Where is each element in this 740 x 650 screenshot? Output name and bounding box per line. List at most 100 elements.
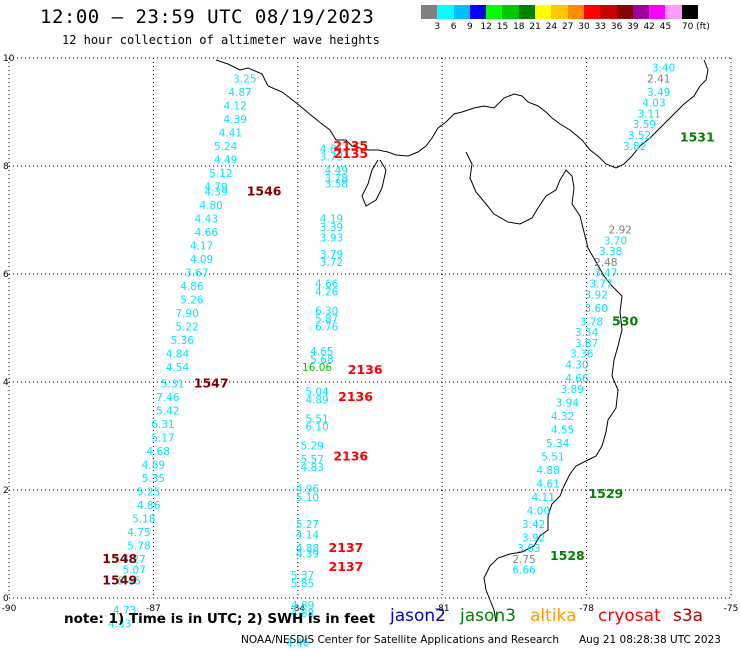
wave-height-value: 6.30 (315, 306, 338, 318)
gulf-of-darien (361, 159, 387, 207)
wave-height-value: 5.51 (541, 451, 564, 463)
legend-swatch (583, 5, 601, 19)
wave-height-value: 4.88 (536, 465, 559, 477)
legend-tick-label: 6 (450, 22, 457, 32)
axis-tick-labels: -90 -87 -84 -81 -78 -75 0 2 4 6 8 10 (2, 54, 739, 614)
wave-height-value: 5.27 (296, 519, 319, 531)
wave-height-value: 4.84 (166, 349, 190, 361)
y-tick-label: 4 (3, 378, 9, 388)
y-tick-label: 10 (3, 54, 15, 64)
wave-height-value: 3.77 (589, 279, 612, 291)
legend-tick-label: 3 (434, 22, 441, 32)
legend-tick-label: 36 (610, 22, 623, 32)
wave-height-value: 3.92 (585, 289, 608, 301)
legend-swatch (535, 5, 552, 19)
wave-height-value: 4.14 (296, 530, 320, 542)
legend-cryosat: cryosat (598, 606, 661, 626)
wave-height-value: 4.39 (224, 114, 247, 126)
wave-height-value: 5.07 (122, 565, 145, 577)
legend-swatch (486, 5, 503, 19)
legend-swatch (616, 5, 633, 19)
wave-height-value: 5.36 (171, 335, 195, 347)
wave-height-value: 4.73 (113, 605, 136, 617)
wave-height-value: 4.09 (190, 254, 213, 266)
wave-height-labels: 3.254.874.124.394.415.244.495.124.794.39… (108, 63, 675, 650)
coastline-ecuador (489, 599, 497, 623)
pass-id-label: 1529 (588, 486, 623, 501)
legend-tick-label: 15 (496, 22, 509, 32)
wave-height-value: 4.12 (224, 100, 247, 112)
wave-height-value: 5.12 (209, 168, 232, 180)
pass-id-label: 1531 (680, 130, 715, 145)
color-scale-labels: 3 6 9 12 15 18 21 24 27 30 33 36 39 42 45 70 (ft) (421, 22, 731, 36)
pass-id-label: 1547 (194, 375, 229, 390)
wave-height-value: 2.41 (647, 73, 670, 85)
wave-height-value: 4.83 (301, 462, 324, 474)
x-tick-label: -90 (2, 604, 17, 614)
wave-height-value: 4.33 (108, 619, 131, 631)
legend-swatch (567, 5, 584, 19)
wave-height-value: 3.59 (633, 119, 656, 131)
wave-height-value: 4.41 (219, 127, 242, 139)
legend-jason2: jason2 (390, 606, 446, 626)
legend-tick-label: 45 (659, 22, 672, 32)
x-tick-label: -81 (435, 604, 450, 614)
pass-id-label: 1549 (102, 573, 137, 588)
credit-line: NOAA/NESDIS Center for Satellite Applica… (241, 634, 559, 646)
wave-height-value: 2.48 (594, 257, 617, 269)
wave-height-value: 3.25 (233, 73, 256, 85)
wave-height-value: 5.57 (301, 454, 324, 466)
pass-id-label: 2136 (338, 389, 373, 404)
y-tick-label: 2 (3, 486, 9, 496)
wave-height-value: 3.92 (522, 532, 545, 544)
wave-height-value: 3.42 (522, 519, 545, 531)
x-tick-label: -75 (724, 604, 739, 614)
y-tick-label: 8 (3, 162, 9, 172)
wave-height-value: 3.63 (517, 543, 540, 555)
wave-height-value: 2.92 (609, 225, 632, 237)
wave-height-value: 4.79 (204, 181, 227, 193)
wave-height-value: 5.26 (180, 295, 204, 307)
wave-height-value: 3.47 (594, 268, 617, 280)
wave-height-value: 2.75 (512, 554, 535, 566)
wave-height-value: 4.65 (310, 346, 333, 358)
wave-height-value: 5.10 (296, 492, 319, 504)
wave-height-value: 3.34 (575, 327, 599, 339)
wave-height-value: 16.06 (302, 362, 332, 374)
wave-height-value: 4.11 (532, 492, 555, 504)
wave-height-value: 4.03 (642, 98, 665, 110)
wave-height-value: 4.89 (142, 459, 165, 471)
pass-id-label: 2137 (329, 540, 364, 555)
y-tick-label: 6 (3, 270, 9, 280)
wave-height-value: 4.66 (565, 373, 589, 385)
wave-height-value: 3.89 (560, 384, 583, 396)
legend-tick-label: 21 (529, 22, 541, 32)
gridlines (8, 57, 732, 599)
wave-height-value: 5.45 (118, 576, 141, 588)
x-tick-label: -78 (579, 604, 594, 614)
color-scale-legend (421, 5, 699, 19)
wave-height-value: 4.30 (565, 360, 588, 372)
wave-height-value: 4.66 (315, 279, 339, 291)
legend-swatch (421, 5, 438, 19)
legend-swatch (469, 5, 487, 19)
wave-height-value: 4.32 (551, 411, 574, 423)
wave-height-value: 5.18 (132, 513, 155, 525)
wave-height-value: 5.78 (127, 540, 150, 552)
legend-swatch (681, 5, 699, 19)
pass-id-label: 2137 (329, 559, 364, 574)
legend-swatch (518, 5, 536, 19)
x-tick-label: -87 (146, 604, 161, 614)
wave-height-value: 4.80 (199, 200, 222, 212)
wave-height-value: 5.51 (305, 414, 328, 426)
wave-height-value: 5.31 (161, 378, 184, 390)
pass-id-label: 1548 (102, 551, 137, 566)
footer-note: note: 1) Time is in UTC; 2) SWH is in fe… (64, 611, 375, 627)
wave-height-value: 4.68 (147, 446, 170, 458)
wave-height-value: 4.96 (296, 484, 320, 496)
wave-height-value: 4.39 (296, 549, 319, 561)
wave-height-value: 3.87 (575, 338, 598, 350)
pass-id-label: 2136 (333, 448, 368, 463)
chart-subtitle: 12 hour collection of altimeter wave hei… (62, 33, 380, 47)
